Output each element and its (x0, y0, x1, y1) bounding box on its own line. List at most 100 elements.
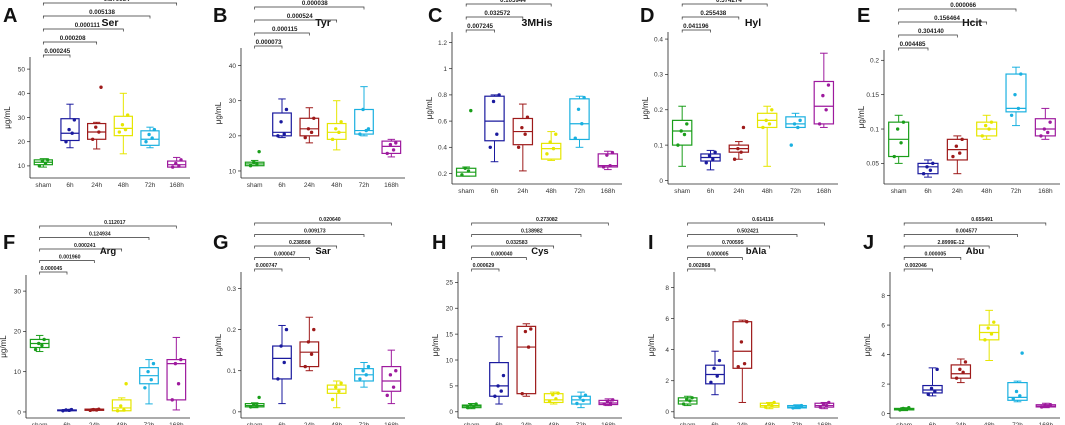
data-point (488, 145, 492, 150)
data-point (520, 391, 524, 396)
data-point (772, 400, 776, 405)
x-tick-label: 6h (491, 188, 499, 195)
y-tick-label: 25 (446, 280, 454, 287)
data-point (495, 132, 499, 136)
data-point (685, 397, 689, 402)
x-tick-label: 24h (733, 188, 744, 195)
data-point (388, 373, 393, 377)
box-6h (57, 407, 77, 413)
box-6h (922, 367, 943, 397)
data-point (986, 326, 990, 330)
p-value-label: 0.574274 (716, 0, 742, 4)
p-value-label: 0.002046 (905, 263, 927, 269)
p-value-label: 0.124934 (89, 232, 111, 238)
significance-bracket: 0.870984 (42, 0, 178, 6)
data-point (177, 164, 181, 168)
y-tick-label: 0.1 (654, 142, 663, 149)
data-point (583, 393, 588, 397)
significance-bracket: 0.273082 (471, 217, 609, 226)
data-point (460, 173, 464, 177)
significance-bracket: 0.032572 (465, 10, 524, 20)
data-point (798, 118, 802, 123)
data-point (898, 408, 902, 412)
data-point (493, 394, 497, 398)
box-body (326, 122, 347, 140)
data-point (767, 402, 771, 406)
bracket-line (39, 237, 150, 240)
data-point (491, 99, 496, 104)
bracket-line (465, 29, 495, 33)
p-value-label: 0.000747 (256, 263, 278, 269)
data-point (463, 166, 467, 170)
data-point (958, 367, 962, 372)
x-tick-label: 6h (66, 182, 74, 189)
bracket-line (903, 257, 962, 260)
data-point (608, 163, 612, 168)
data-point (963, 360, 968, 364)
data-point (394, 141, 398, 145)
data-point (40, 343, 44, 348)
box-6h (489, 336, 509, 405)
data-point (337, 130, 341, 135)
x-tick-label: 24h (521, 422, 532, 425)
panel-letter: D (640, 5, 654, 27)
significance-bracket: 0.138982 (471, 229, 582, 237)
p-value-label: 0.000038 (302, 0, 328, 7)
p-value-label: 0.000047 (274, 252, 296, 258)
box-body (671, 119, 693, 146)
x-tick-label: sham (247, 182, 263, 189)
significance-bracket: 0.032583 (471, 240, 555, 249)
p-value-label: 0.614116 (752, 217, 773, 223)
y-tick-label: 4 (881, 352, 885, 359)
y-tick-label: 0.1 (227, 368, 236, 375)
data-point (711, 157, 715, 161)
p-value-label: 0.700595 (722, 240, 744, 246)
box-72h (571, 391, 591, 409)
y-tick-label: 10 (446, 357, 454, 364)
data-point (312, 327, 316, 332)
data-point (763, 405, 768, 409)
data-point (152, 127, 157, 132)
data-point (821, 93, 825, 98)
significance-bracket: 0.000005 (903, 252, 962, 260)
x-tick-label: 48h (116, 422, 127, 425)
data-point (525, 115, 530, 119)
data-point (580, 122, 584, 126)
data-point (901, 406, 905, 411)
data-point (1009, 113, 1014, 117)
data-point (717, 358, 722, 363)
box-sham (671, 105, 693, 167)
data-point (926, 392, 930, 397)
p-value-label: 0.032572 (484, 10, 510, 17)
data-point (120, 123, 125, 127)
data-point (954, 144, 959, 148)
box-72h (354, 86, 374, 137)
p-value-label: 0.000629 (473, 263, 495, 269)
bracket-line (254, 45, 283, 49)
data-point (99, 85, 103, 89)
data-point (170, 165, 175, 169)
x-tick-label: 24h (304, 182, 315, 189)
p-value-label: 0.005138 (89, 9, 115, 16)
bracket-line (42, 54, 71, 58)
bracket-line (687, 245, 771, 249)
data-point (91, 407, 96, 412)
y-axis-label: μg/mL (3, 106, 12, 129)
significance-bracket: 0.000208 (42, 35, 98, 45)
y-tick-label: 40 (18, 91, 26, 98)
p-value-label: 0.001960 (59, 255, 81, 261)
x-tick-label: sham (674, 188, 690, 195)
data-point (496, 384, 500, 388)
data-point (529, 327, 533, 331)
box-168h (381, 349, 402, 405)
y-tick-label: 1.2 (438, 40, 447, 47)
bracket-line (254, 6, 365, 10)
p-value-label: 0.000040 (491, 252, 513, 258)
y-tick-label: 0 (232, 409, 236, 416)
p-value-label: 2.8999E-12 (938, 240, 965, 246)
p-value-label: 0.009173 (304, 229, 326, 235)
data-point (361, 369, 365, 373)
box-body (917, 162, 939, 175)
x-tick-label: 24h (89, 422, 100, 425)
data-point (961, 370, 965, 374)
